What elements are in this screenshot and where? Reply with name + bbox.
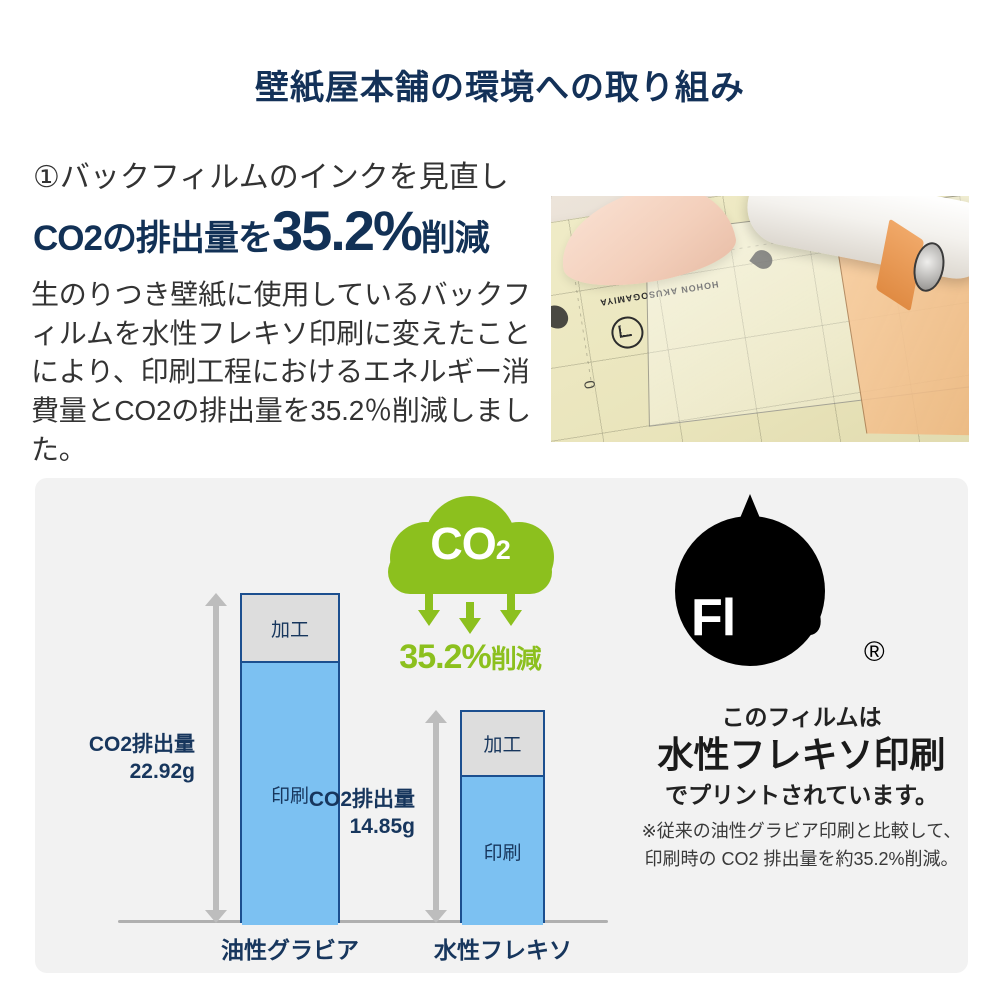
co2-cloud-icon: CO2 [380,488,560,598]
wallpaper-photo: HOHON AKUSOGAMIYA 10 0 [551,196,969,442]
total-arrow-oil-gravure [205,593,227,923]
down-arrow-icon-1 [418,594,440,628]
flexo-word-black: exo [735,589,823,647]
bar-segment-printing: 印刷 [242,663,338,925]
bar-oil-gravure: 加工 印刷 [240,593,340,925]
total-arrow-water-flexo [425,710,447,923]
arrow-shaft [213,602,219,914]
bar-segment-processing: 加工 [242,595,338,663]
reduction-value: 35.2% [399,638,491,676]
total-caption: CO2排出量 [88,733,195,756]
arrow-head-down-icon [425,910,447,923]
droplet-body-icon [675,516,825,666]
arrow-shaft [507,594,515,612]
arrow-head-icon [418,610,440,626]
flexo-line-1: このフィルムは [721,704,882,730]
page-title: 壁紙屋本舗の環境への取り組み [255,69,745,107]
total-label-water-flexo: CO2排出量 14.85g [255,786,415,841]
flexo-line-3: でプリントされています。 [664,782,938,808]
cloud-co2-label: CO2 [380,518,560,570]
category-label-water-flexo: 水性フレキソ [434,937,572,963]
arrow-head-up-icon [425,710,447,723]
arrow-shaft [425,594,433,612]
registered-trademark-icon: ® [864,636,885,667]
headline: CO2の排出量を35.2%削減 [33,203,573,259]
headline-prefix: CO2の排出量を [33,219,273,258]
down-arrow-icon-2 [459,602,481,636]
arrow-head-down-icon [205,910,227,923]
flexo-word-white: Fl [691,589,736,647]
bar-segment-printing: 印刷 [462,777,543,925]
section-lead-text: ①バックフィルムのインクを見直し [33,161,509,194]
total-value: 22.92g [129,760,195,784]
category-label-oil-gravure: 油性グラビア [221,937,359,963]
arrow-head-icon [459,618,481,634]
chart-baseline [118,920,608,923]
arrow-head-up-icon [205,593,227,606]
arrow-shaft [433,719,439,914]
bar-segment-processing: 加工 [462,712,543,777]
co2-subscript: 2 [495,535,511,565]
total-value: 14.85g [349,815,415,839]
cloud-base [388,550,552,594]
headline-value: 35.2% [271,199,423,262]
reduction-text: 35.2%削減 [362,638,578,677]
arrow-shaft [466,602,474,620]
total-label-oil-gravure: CO2排出量 22.92g [35,731,195,786]
comparison-panel: 加工 印刷 CO2排出量 22.92g 油性グラビア 加工 印刷 [35,478,968,973]
total-caption: CO2排出量 [308,788,415,811]
arrow-head-icon [500,610,522,626]
reduction-suffix: 削減 [490,644,542,674]
body-copy: 生のりつき壁紙に使用しているバックフィルムを水性フレキソ印刷に変えたことにより、… [31,279,531,465]
flexo-certification-block: Flexo ® このフィルムは 水性フレキソ印刷 でプリントされています。 ※従… [635,494,968,958]
flexo-footnote: ※従来の油性グラビア印刷と比較して、 印刷時の CO2 排出量を約35.2%削減。 [641,821,962,869]
co2-reduction-badge: CO2 35.2%削減 [380,488,560,678]
headline-suffix: 削減 [420,219,490,258]
bar-water-flexo: 加工 印刷 [460,710,545,925]
flexo-logo: Flexo ® [675,494,885,701]
down-arrow-icon-3 [500,594,522,628]
flexo-line-2: 水性フレキソ印刷 [657,734,946,775]
flexo-wordmark: Flexo [691,592,901,644]
co2-text: CO [430,518,496,569]
co2-bar-chart: 加工 印刷 CO2排出量 22.92g 油性グラビア 加工 印刷 [35,478,635,973]
